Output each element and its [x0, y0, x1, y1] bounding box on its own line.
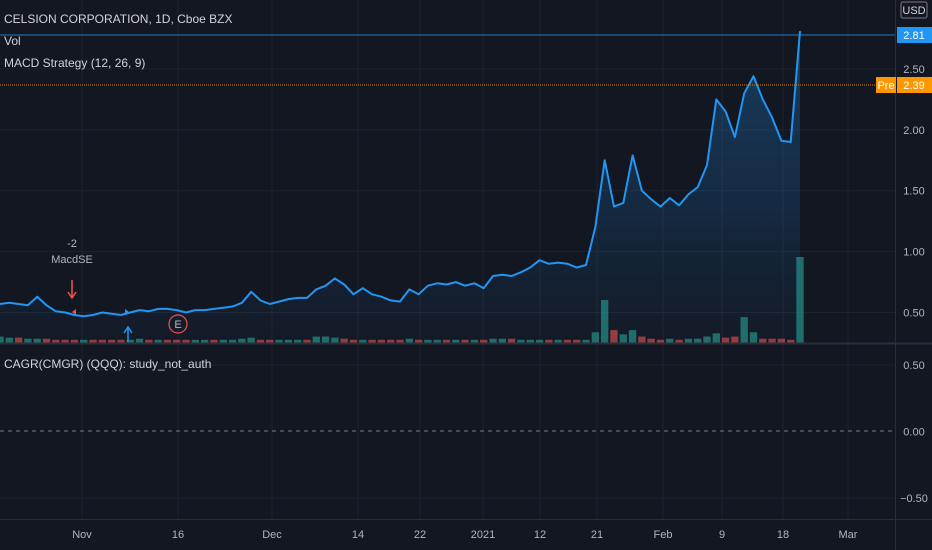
x-tick-8: Feb [654, 529, 673, 541]
pre-market-label: Pre [877, 80, 894, 92]
y-tick-2: 1.50 [903, 186, 924, 198]
x-tick-6: 12 [534, 529, 546, 541]
last-price-tag: 2.81 [897, 27, 932, 43]
x-tick-5: 2021 [471, 529, 495, 541]
sell-signal[interactable]: -2 MacdSE [51, 238, 93, 315]
y-tick-4: 2.50 [903, 64, 924, 76]
x-tick-9: 9 [719, 529, 725, 541]
x-tick-11: Mar [839, 529, 858, 541]
x-tick-7: 21 [591, 529, 603, 541]
lower-y-tick-0: 0.50 [903, 360, 924, 372]
x-tick-10: 18 [777, 529, 789, 541]
buy-arrow-head-icon [123, 325, 133, 334]
pre-market-value: 2.39 [903, 80, 924, 92]
sell-signal-label: MacdSE [51, 254, 93, 266]
sell-arrow-head-icon [67, 291, 77, 300]
sell-signal-qty: -2 [67, 238, 77, 250]
earnings-circle-icon [168, 314, 188, 334]
earnings-label: E [174, 319, 181, 331]
symbol-legend[interactable]: CELSION CORPORATION, 1D, Cboe BZX [4, 12, 233, 26]
currency-tag[interactable]: USD [900, 1, 928, 19]
x-tick-1: 16 [172, 529, 184, 541]
time-scale[interactable]: Nov 16 Dec 14 22 2021 12 21 Feb 9 18 Mar [72, 529, 858, 541]
lower-price-scale[interactable]: 0.50 0.00 −0.50 [900, 360, 928, 505]
volume-legend[interactable]: Vol [4, 34, 21, 48]
y-tick-3: 2.00 [903, 125, 924, 137]
price-area-fill [0, 31, 800, 343]
x-tick-0: Nov [72, 529, 92, 541]
buy-signal[interactable] [123, 309, 133, 342]
sell-marker-icon [72, 309, 76, 315]
pre-market-tag: Pre 2.39 [876, 77, 932, 93]
x-tick-4: 22 [414, 529, 426, 541]
y-tick-1: 1.00 [903, 247, 924, 259]
lower-pane-gridlines [0, 364, 895, 499]
main-price-scale[interactable]: 0.501.001.502.002.503.00 [903, 3, 924, 320]
x-tick-3: 14 [352, 529, 364, 541]
y-tick-0: 0.50 [903, 308, 924, 320]
cagr-legend[interactable]: CAGR(CMGR) (QQQ): study_not_auth [4, 357, 212, 371]
lower-y-tick-1: 0.00 [903, 427, 924, 439]
x-tick-2: Dec [262, 529, 282, 541]
currency-label: USD [902, 5, 925, 17]
strategy-legend[interactable]: MACD Strategy (12, 26, 9) [4, 56, 146, 70]
buy-marker-icon [125, 309, 129, 315]
earnings-marker[interactable]: E [168, 314, 188, 334]
last-price-value: 2.81 [903, 30, 924, 42]
price-line [0, 31, 801, 318]
lower-y-tick-2: −0.50 [900, 493, 928, 505]
